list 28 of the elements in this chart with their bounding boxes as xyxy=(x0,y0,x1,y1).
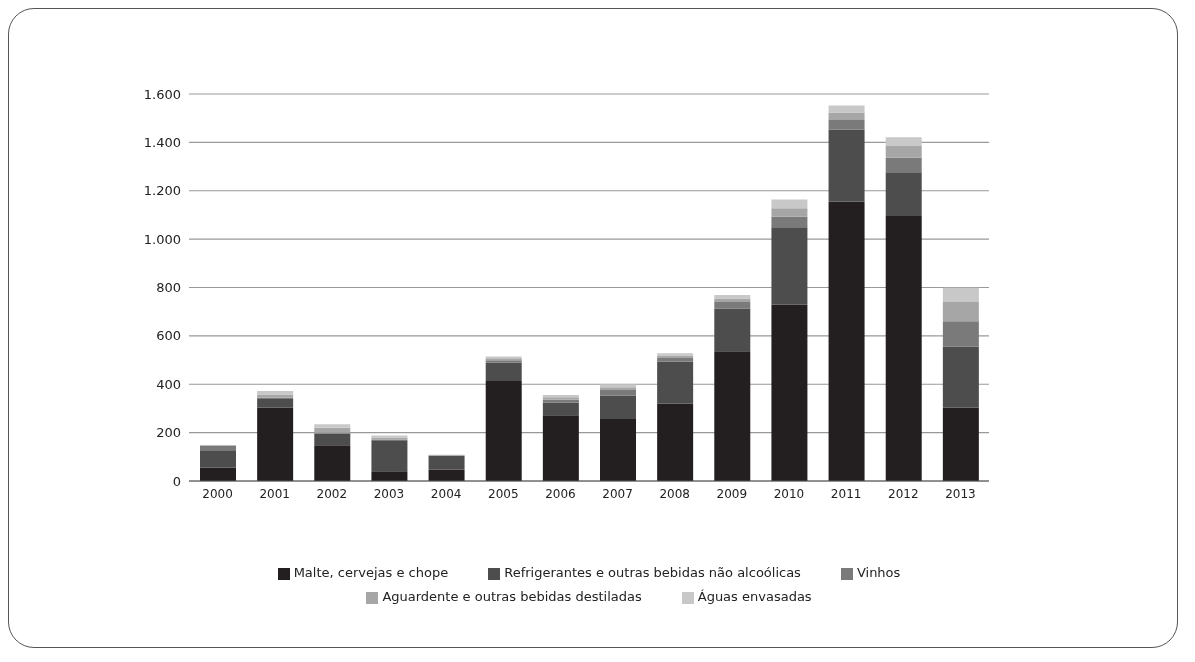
legend-label: Aguardente e outras bebidas destiladas xyxy=(382,589,642,604)
x-tick-label: 2008 xyxy=(659,486,690,501)
x-tick-label: 2010 xyxy=(773,486,805,501)
y-tick-label: 600 xyxy=(156,328,181,344)
y-tick-label: 1.000 xyxy=(143,231,181,247)
y-tick-label: 0 xyxy=(172,473,181,489)
x-tick-label: 2009 xyxy=(716,486,748,501)
x-tick-label: 2006 xyxy=(545,486,576,501)
x-tick-label: 2011 xyxy=(830,486,862,501)
legend-label: Águas envasadas xyxy=(697,589,812,604)
x-tick-label: 2004 xyxy=(430,486,462,501)
x-tick-label: 2003 xyxy=(373,486,405,501)
x-tick-label: 2005 xyxy=(488,486,519,501)
y-tick-label: 1.400 xyxy=(143,134,181,150)
legend-label: Refrigerantes e outras bebidas não alcoólicas xyxy=(504,565,801,580)
x-tick-label: 2002 xyxy=(316,486,348,501)
x-tick-label: 2013 xyxy=(945,486,976,501)
y-tick-label: 200 xyxy=(156,425,181,441)
x-tick-label: 2007 xyxy=(602,486,633,501)
x-tick-label: 2000 xyxy=(202,486,233,501)
y-tick-label: 800 xyxy=(156,280,181,296)
x-tick-label: 2012 xyxy=(888,486,919,501)
legend-label: Malte, cervejas e chope xyxy=(293,565,449,580)
y-tick-label: 400 xyxy=(156,376,181,392)
y-tick-label: 1.600 xyxy=(143,86,181,102)
x-tick-label: 2001 xyxy=(259,486,290,501)
y-tick-label: 1.200 xyxy=(143,183,181,199)
legend-label: Vinhos xyxy=(856,565,901,580)
